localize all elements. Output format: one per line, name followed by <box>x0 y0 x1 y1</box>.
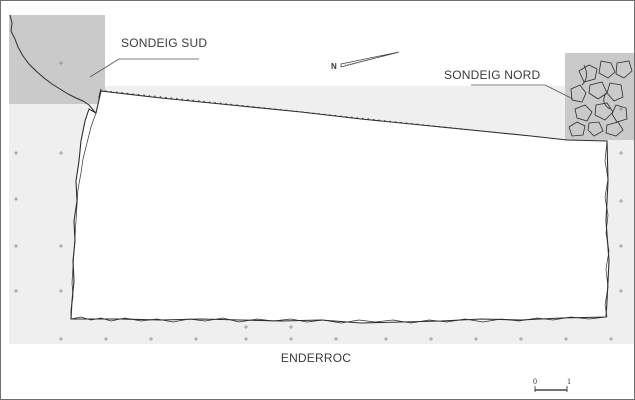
room-left-texture <box>70 112 97 319</box>
north-arrow: N <box>331 51 400 71</box>
north-letter: N <box>331 62 337 71</box>
grid-crosses <box>14 61 623 341</box>
scale-bar: 0 1 <box>533 377 571 392</box>
sondeig-nord-label: SONDEIG NORD <box>444 68 541 82</box>
sondeig-sud-area <box>9 15 105 104</box>
room-floor <box>70 90 610 324</box>
sondeig-nord-leader <box>544 84 574 100</box>
scale-end-label: 1 <box>567 377 571 386</box>
stone-rubble <box>568 60 633 137</box>
sondeig-nord-area <box>565 53 634 140</box>
sondeig-sud-leader <box>89 58 120 78</box>
enderroc-label: ENDERROC <box>281 351 351 365</box>
room-right-texture <box>604 140 610 318</box>
enderroc-label-box <box>263 346 369 368</box>
room-edge-texture <box>70 316 607 324</box>
sondeig-sud-label: SONDEIG SUD <box>121 36 207 50</box>
scale-start-label: 0 <box>533 377 537 386</box>
